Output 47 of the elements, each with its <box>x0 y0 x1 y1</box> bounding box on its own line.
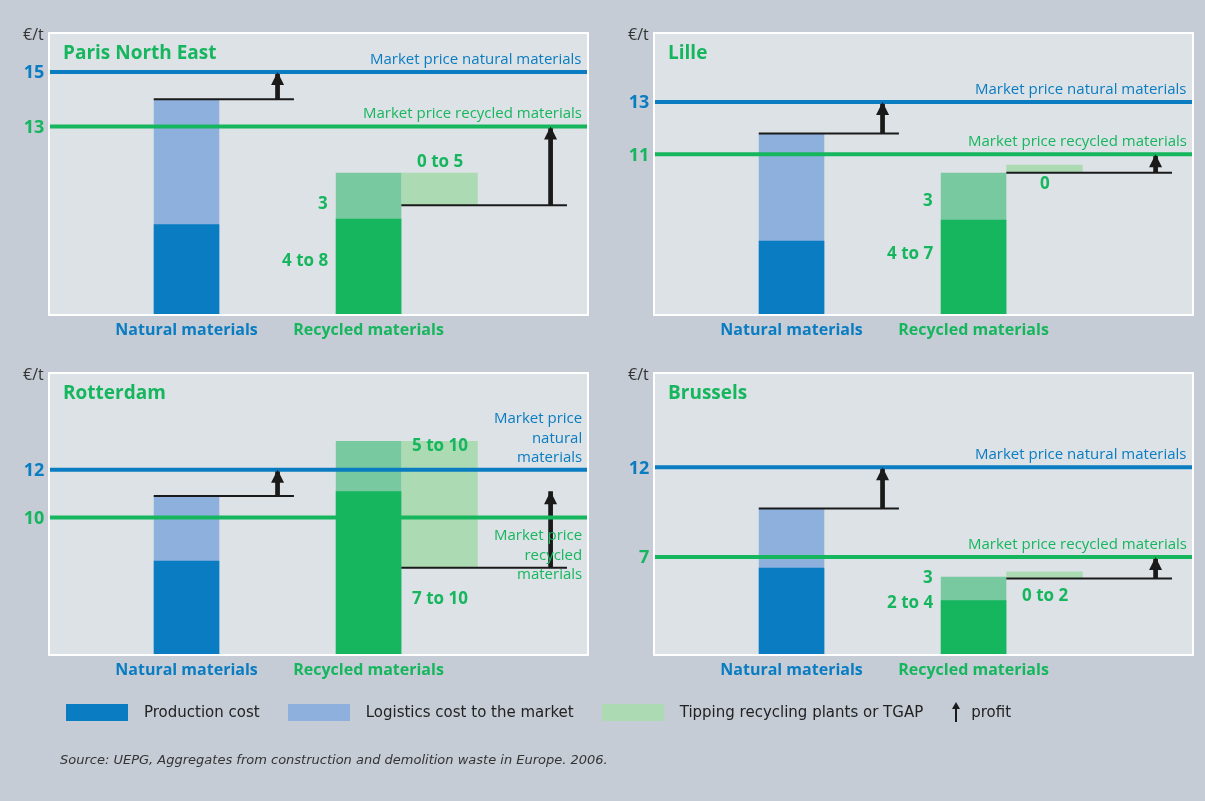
y-axis-title: €/t <box>628 23 650 45</box>
y-tick-label: 10 <box>23 504 45 529</box>
annotation: 3 <box>318 191 328 214</box>
annotation: 0 <box>1040 171 1050 194</box>
y-tick-label: 12 <box>628 454 650 479</box>
annotation: 0 to 5 <box>417 149 464 172</box>
chart-title: Lille <box>668 39 708 65</box>
x-tick-label: Recycled materials <box>293 658 444 681</box>
y-axis-title: €/t <box>23 23 45 45</box>
x-tick-label: Natural materials <box>115 318 258 341</box>
annotation: 4 to 7 <box>887 241 934 264</box>
annotation: 7 to 10 <box>412 586 469 609</box>
y-tick-label: 11 <box>628 141 650 166</box>
ref-line-label: Market price recycled materials <box>968 533 1188 553</box>
x-tick-label: Recycled materials <box>293 318 444 341</box>
ref-line-label: Market price recycled materials <box>363 102 583 122</box>
ref-line-label: Market price natural materials <box>370 48 582 68</box>
x-tick-label: Recycled materials <box>898 318 1049 341</box>
y-tick-label: 13 <box>23 113 45 138</box>
x-tick-label: Natural materials <box>115 658 258 681</box>
legend-label: Logistics cost to the market <box>365 703 574 721</box>
x-tick-label: Natural materials <box>720 318 863 341</box>
annotation: 4 to 8 <box>282 248 329 271</box>
annotation: 2 to 4 <box>887 590 934 613</box>
annotation: 3 <box>923 565 933 588</box>
chart-title: Brussels <box>668 379 748 405</box>
legend-label: Production cost <box>144 703 260 721</box>
x-tick-label: Natural materials <box>720 658 863 681</box>
ref-line-label: Market price natural materials <box>494 407 583 466</box>
x-tick-label: Recycled materials <box>898 658 1049 681</box>
annotation: 0 to 2 <box>1022 583 1069 606</box>
chart-title: Paris North East <box>63 39 217 65</box>
ref-line-label: Market price natural materials <box>975 443 1187 463</box>
chart-title: Rotterdam <box>63 379 166 405</box>
y-tick-label: 13 <box>628 89 650 114</box>
annotation: 3 <box>923 188 933 211</box>
source-note: Source: UEPG, Aggregates from construction and demolition waste in Europe. 2006. <box>60 752 609 767</box>
y-axis-title: €/t <box>628 363 650 385</box>
legend-label: Tipping recycling plants or TGAP <box>679 703 924 721</box>
legend-label: profit <box>971 703 1012 721</box>
y-tick-label: 12 <box>23 457 45 482</box>
annotation: 5 to 10 <box>412 433 469 456</box>
y-tick-label: 7 <box>639 544 650 569</box>
ref-line-label: Market price natural materials <box>975 78 1187 98</box>
y-tick-label: 15 <box>23 59 45 84</box>
y-axis-title: €/t <box>23 363 45 385</box>
ref-line-label: Market price recycled materials <box>968 130 1188 150</box>
